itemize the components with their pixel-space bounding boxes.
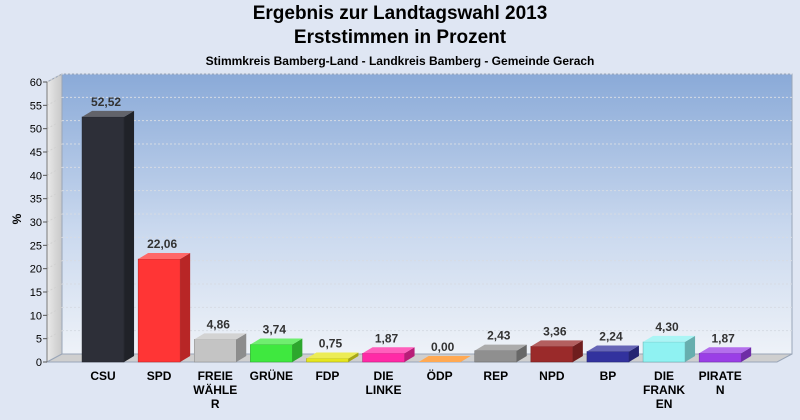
x-tick-label: GRÜNE <box>250 368 293 383</box>
data-label: 1,87 <box>375 331 399 345</box>
gridline <box>46 166 63 176</box>
y-axis: 0 5 10 15 20 25 30 35 40 45 50 55 60 <box>30 77 48 369</box>
data-label: 22,06 <box>147 237 177 251</box>
bar <box>530 340 583 363</box>
y-axis-label: % <box>10 213 24 224</box>
bar <box>698 347 752 363</box>
y-tick-label: 55 <box>30 100 42 112</box>
bar <box>362 347 415 363</box>
bar <box>306 352 359 363</box>
y-tick-label: 25 <box>30 240 42 252</box>
data-label: 52,52 <box>91 95 121 109</box>
x-tick-label: NPD <box>539 369 565 383</box>
gridline <box>46 306 63 316</box>
x-tick-label: SPD <box>147 369 172 383</box>
chart-title: Ergebnis zur Landtagswahl 2013 <box>252 3 548 24</box>
gridline <box>46 260 63 270</box>
bar <box>418 356 471 362</box>
x-tick-label: REP <box>483 369 508 383</box>
x-axis: CSU SPD FREIE WÄHLE R GRÜNE FDP DIE LINKE ÖDP REP N… <box>90 368 741 411</box>
data-label: 4,86 <box>207 317 231 331</box>
y-tick-label: 30 <box>30 217 42 229</box>
bar <box>137 253 191 363</box>
y-tick-label: 20 <box>30 264 42 276</box>
gridline <box>46 120 63 130</box>
x-tick-label: BP <box>600 369 617 383</box>
x-tick-label: PIRATE N <box>699 369 742 397</box>
x-tick-label: FDP <box>315 369 339 383</box>
data-label: 0,00 <box>431 340 455 354</box>
y-tick-label: 40 <box>30 170 42 182</box>
y-tick-label: 60 <box>30 77 42 89</box>
x-tick-label: FREIE WÄHLE R <box>193 369 237 411</box>
data-label: 2,24 <box>599 330 623 344</box>
gridline <box>46 213 63 223</box>
bar <box>81 110 135 363</box>
gridline <box>46 190 63 200</box>
bar <box>586 345 639 363</box>
bar <box>642 335 696 363</box>
bars: 52,52 22,06 4,86 3,74 0,75 1,87 0,00 2,43 3,36 2,… <box>81 95 752 363</box>
data-label: 2,43 <box>487 329 511 343</box>
x-tick-label: CSU <box>90 369 115 383</box>
y-tick-label: 50 <box>30 124 42 136</box>
bar <box>250 338 303 363</box>
x-tick-label: DIE LINKE <box>366 369 402 397</box>
data-label: 1,87 <box>711 331 735 345</box>
x-tick-label: ÖDP <box>427 368 453 383</box>
gridline <box>46 96 63 106</box>
data-label: 4,30 <box>655 320 679 334</box>
y-tick-label: 10 <box>30 310 42 322</box>
y-tick-label: 45 <box>30 147 42 159</box>
gridline <box>46 283 63 293</box>
data-label: 3,36 <box>543 324 567 338</box>
y-tick-label: 15 <box>30 287 42 299</box>
y-tick-label: 0 <box>36 357 42 369</box>
y-tick-label: 35 <box>30 194 42 206</box>
chart-subtitle: Erststimmen in Prozent <box>293 27 507 48</box>
gridline <box>46 143 63 153</box>
data-label: 0,75 <box>319 337 343 351</box>
gridline <box>46 73 63 83</box>
chart-location: Stimmkreis Bamberg-Land - Landkreis Bamb… <box>205 54 595 68</box>
gridline <box>46 330 63 340</box>
bar <box>474 344 527 363</box>
bar <box>194 333 247 363</box>
gridline <box>46 236 63 246</box>
x-tick-label: DIE FRANK EN <box>643 369 685 411</box>
data-label: 3,74 <box>263 323 287 337</box>
y-tick-label: 5 <box>36 334 42 346</box>
